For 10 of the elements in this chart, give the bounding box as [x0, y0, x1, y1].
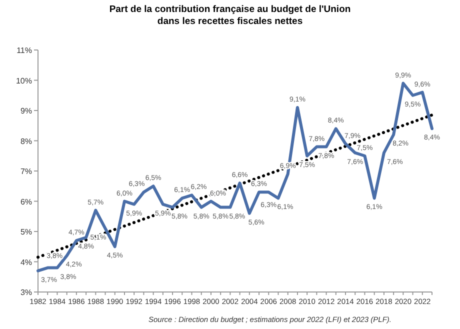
y-tick-label: 8% [20, 136, 32, 146]
y-tick-label: 7% [20, 167, 32, 176]
chart-title: Part de la contribution française au budget de l'Union dans les recettes fiscales nettes [109, 4, 351, 27]
y-tick-label: 5% [20, 228, 32, 236]
y-tick-label: 4% [20, 258, 32, 267]
y-tick-label: 9% [20, 106, 32, 116]
y-tick-label: 6% [20, 197, 32, 206]
y-tick-label: 3% [20, 288, 32, 297]
y-tick-label: 11% [16, 46, 32, 55]
y-tick-label: 10% [16, 76, 32, 86]
